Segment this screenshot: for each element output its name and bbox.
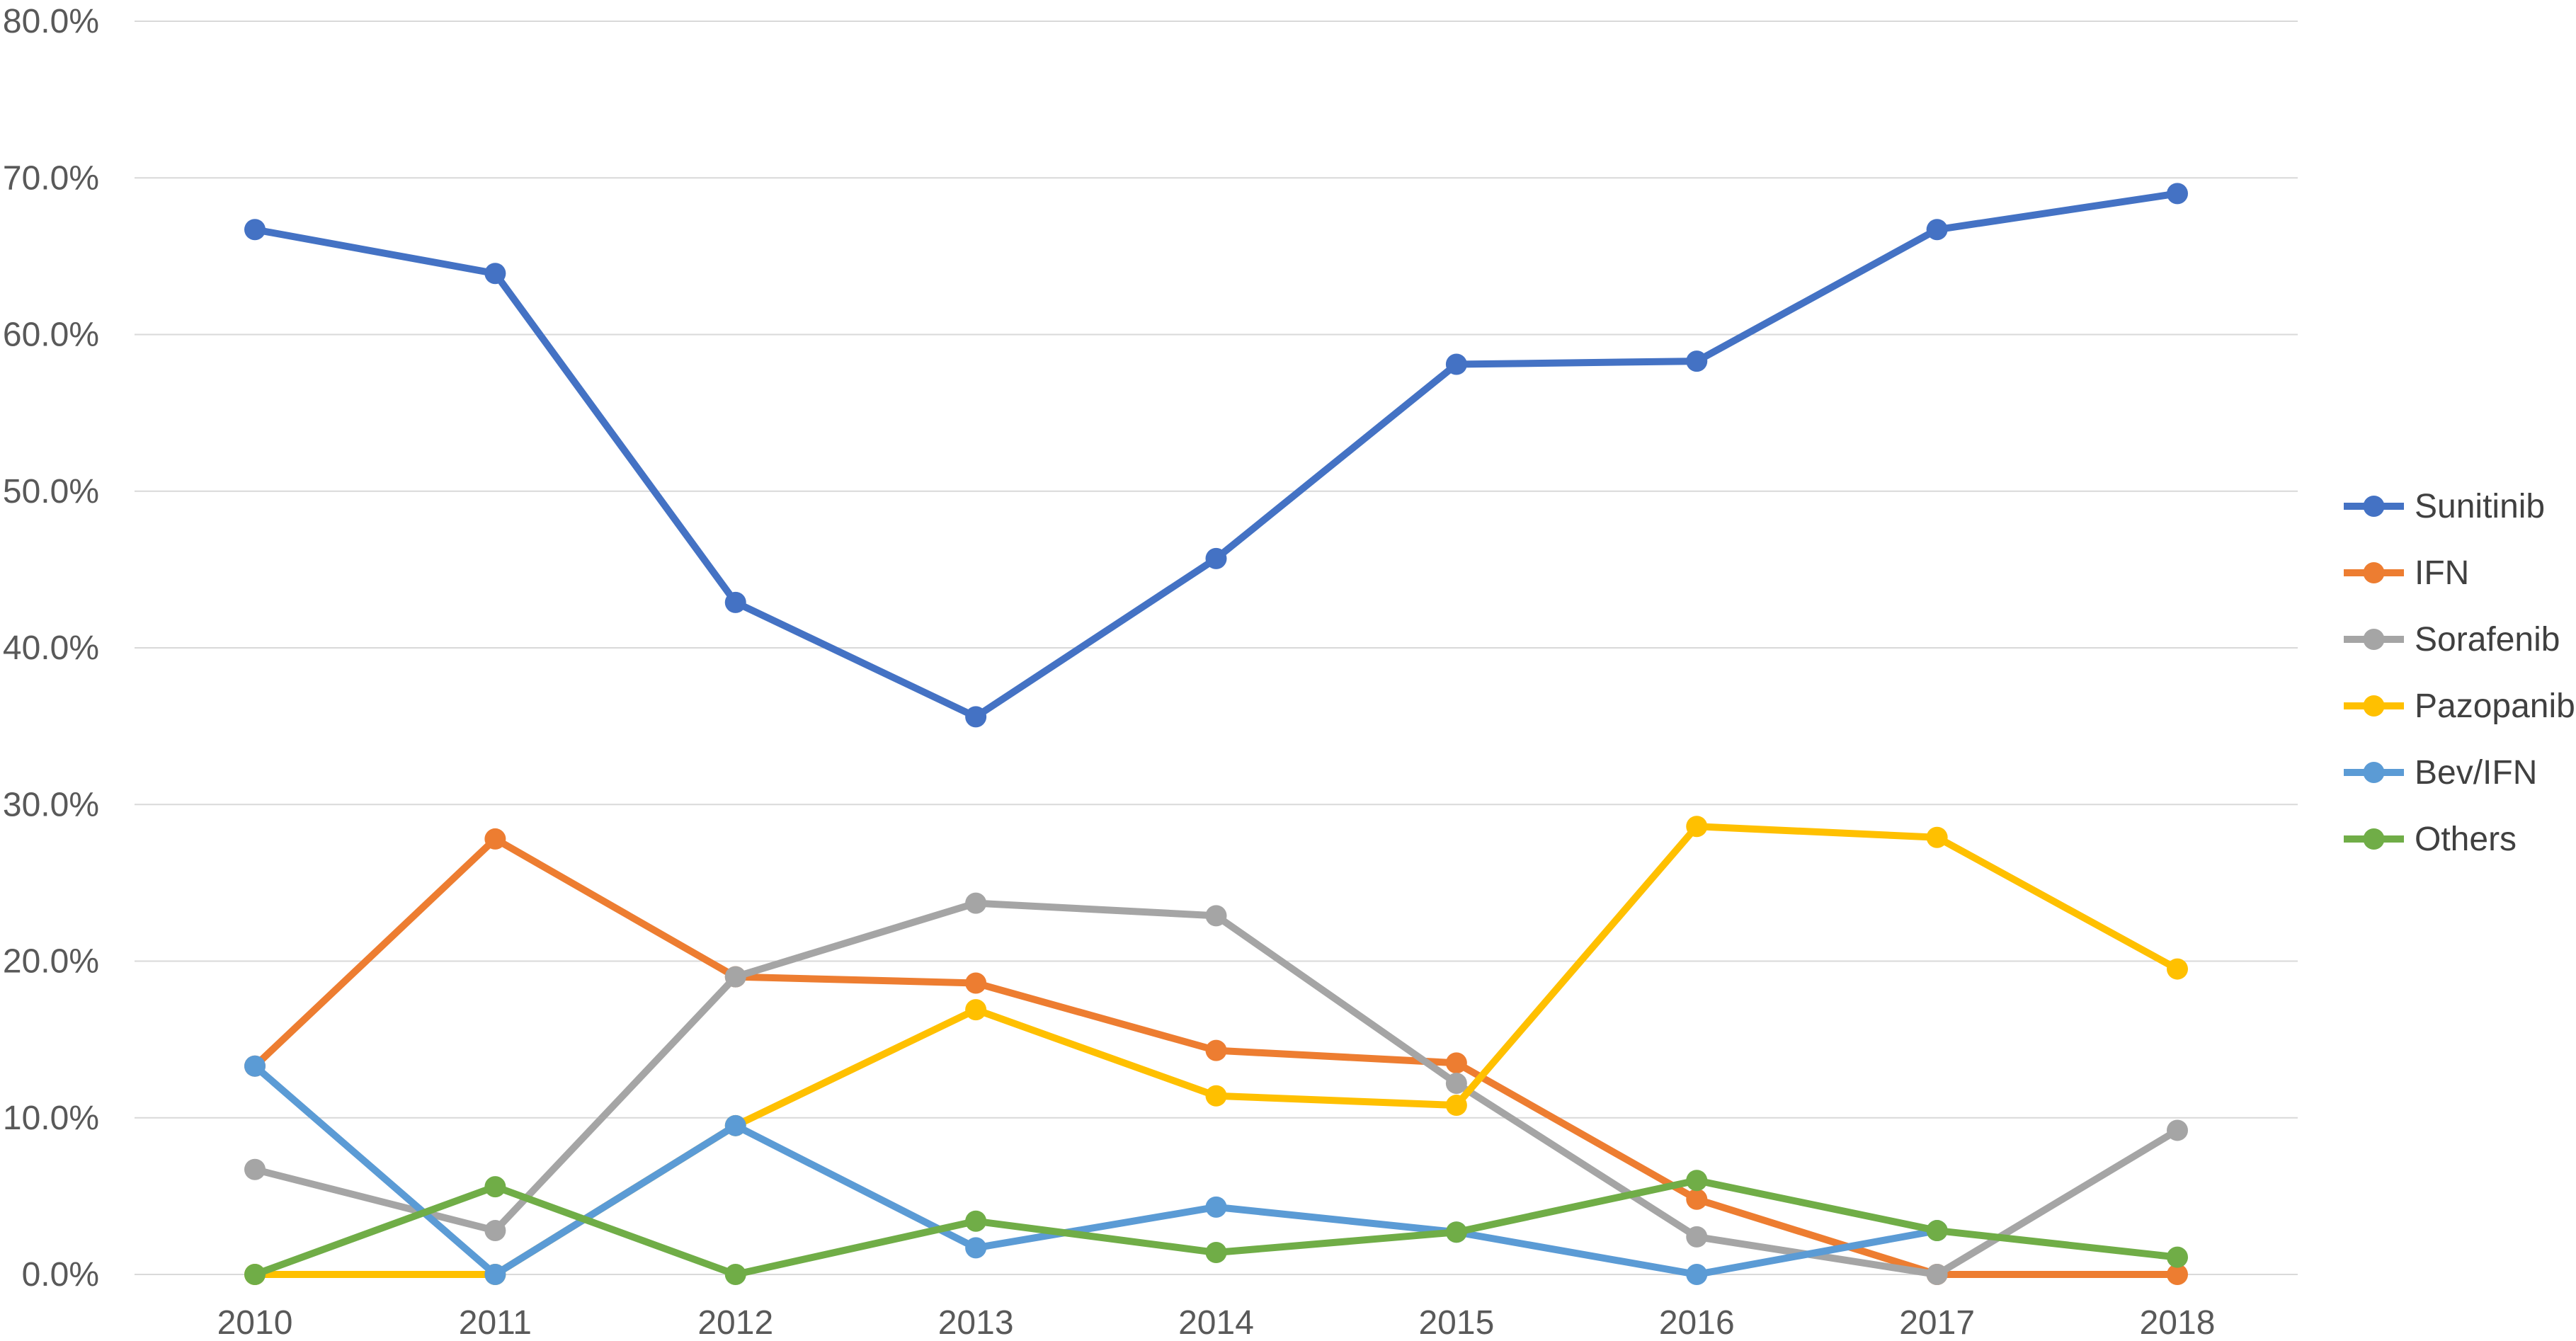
legend-swatch-marker	[2363, 828, 2385, 850]
data-point	[244, 1264, 266, 1285]
y-tick-label: 30.0%	[3, 786, 99, 823]
data-point	[2167, 1264, 2188, 1285]
legend-label: Sorafenib	[2415, 621, 2560, 658]
data-point	[1926, 219, 1948, 241]
y-tick-label: 70.0%	[3, 159, 99, 197]
legend: Sunitinib IFN Sorafenib Pazopanib Bev/IFN Oth…	[2344, 488, 2575, 858]
x-tick-label: 2015	[1418, 1304, 1494, 1341]
legend-swatch-marker	[2363, 562, 2385, 583]
data-point	[724, 591, 746, 613]
data-point	[2167, 958, 2188, 980]
legend-label: Bev/IFN	[2415, 754, 2537, 792]
y-axis: 0.0% 10.0% 20.0% 30.0% 40.0% 50.0% 60.0% 70.0% 8…	[3, 3, 99, 1294]
series-layer	[244, 183, 2188, 1285]
data-point	[1205, 1039, 1227, 1061]
legend-item: IFN	[2344, 554, 2469, 592]
data-point	[1686, 1226, 1708, 1248]
legend-item: Bev/IFN	[2344, 754, 2537, 792]
y-tick-label: 80.0%	[3, 3, 99, 40]
legend-swatch-marker	[2363, 695, 2385, 717]
data-point	[1445, 353, 1467, 375]
data-point	[244, 1158, 266, 1180]
data-point	[484, 1264, 506, 1285]
x-tick-label: 2014	[1178, 1304, 1254, 1341]
y-tick-label: 0.0%	[22, 1256, 99, 1294]
data-point	[484, 1220, 506, 1242]
data-point	[724, 1264, 746, 1285]
data-point	[1686, 1188, 1708, 1210]
y-tick-label: 20.0%	[3, 943, 99, 981]
data-point	[1205, 547, 1227, 569]
legend-swatch-marker	[2363, 629, 2385, 650]
legend-label: Pazopanib	[2415, 687, 2575, 725]
legend-label: Sunitinib	[2415, 488, 2545, 525]
data-point	[965, 972, 987, 994]
data-point	[1686, 1264, 1708, 1285]
data-point	[2167, 1246, 2188, 1268]
data-point	[2167, 183, 2188, 205]
data-point	[1926, 826, 1948, 848]
data-point	[1205, 1242, 1227, 1264]
data-point	[1686, 1170, 1708, 1192]
series-line	[251, 190, 2181, 721]
data-point	[244, 1055, 266, 1077]
x-tick-label: 2012	[697, 1304, 773, 1341]
data-point	[484, 1176, 506, 1198]
y-tick-label: 50.0%	[3, 473, 99, 510]
series-bev-ifn	[244, 1055, 1948, 1285]
data-point	[1445, 1052, 1467, 1074]
series-others	[244, 1170, 2188, 1285]
series-sunitinib	[244, 183, 2188, 728]
legend-item: Sunitinib	[2344, 488, 2545, 525]
legend-item: Pazopanib	[2344, 687, 2575, 725]
data-point	[965, 706, 987, 728]
legend-swatch-marker	[2363, 496, 2385, 517]
data-point	[1926, 1264, 1948, 1285]
x-tick-label: 2017	[1899, 1304, 1975, 1341]
data-point	[965, 1237, 987, 1259]
y-tick-label: 60.0%	[3, 316, 99, 354]
data-point	[1445, 1221, 1467, 1243]
x-axis: 2010 2011 2012 2013 2014 2015 2016 2017 2018	[217, 1304, 2216, 1341]
data-point	[1205, 905, 1227, 927]
legend-label: Others	[2415, 821, 2517, 858]
data-point	[965, 892, 987, 914]
legend-swatch-marker	[2363, 762, 2385, 783]
data-point	[1445, 1073, 1467, 1095]
x-tick-label: 2013	[938, 1304, 1014, 1341]
y-tick-label: 10.0%	[3, 1100, 99, 1137]
data-point	[965, 1210, 987, 1232]
data-point	[1445, 1095, 1467, 1117]
x-tick-label: 2016	[1659, 1304, 1735, 1341]
series-line	[251, 1062, 1941, 1278]
gridlines	[135, 21, 2298, 1275]
x-tick-label: 2010	[217, 1304, 293, 1341]
data-point	[724, 966, 746, 988]
data-point	[244, 219, 266, 241]
data-point	[2167, 1119, 2188, 1141]
data-point	[1686, 350, 1708, 372]
legend-item: Others	[2344, 821, 2517, 858]
series-sorafenib	[244, 892, 2188, 1285]
data-point	[965, 999, 987, 1021]
data-point	[724, 1114, 746, 1136]
x-tick-label: 2011	[459, 1304, 532, 1341]
x-tick-label: 2018	[2140, 1304, 2216, 1341]
data-point	[484, 828, 506, 850]
y-tick-label: 40.0%	[3, 629, 99, 667]
legend-label: IFN	[2415, 554, 2469, 592]
legend-item: Sorafenib	[2344, 621, 2560, 658]
data-point	[1205, 1085, 1227, 1107]
data-point	[484, 263, 506, 285]
data-point	[1926, 1220, 1948, 1242]
data-point	[1686, 816, 1708, 838]
data-point	[1205, 1196, 1227, 1218]
